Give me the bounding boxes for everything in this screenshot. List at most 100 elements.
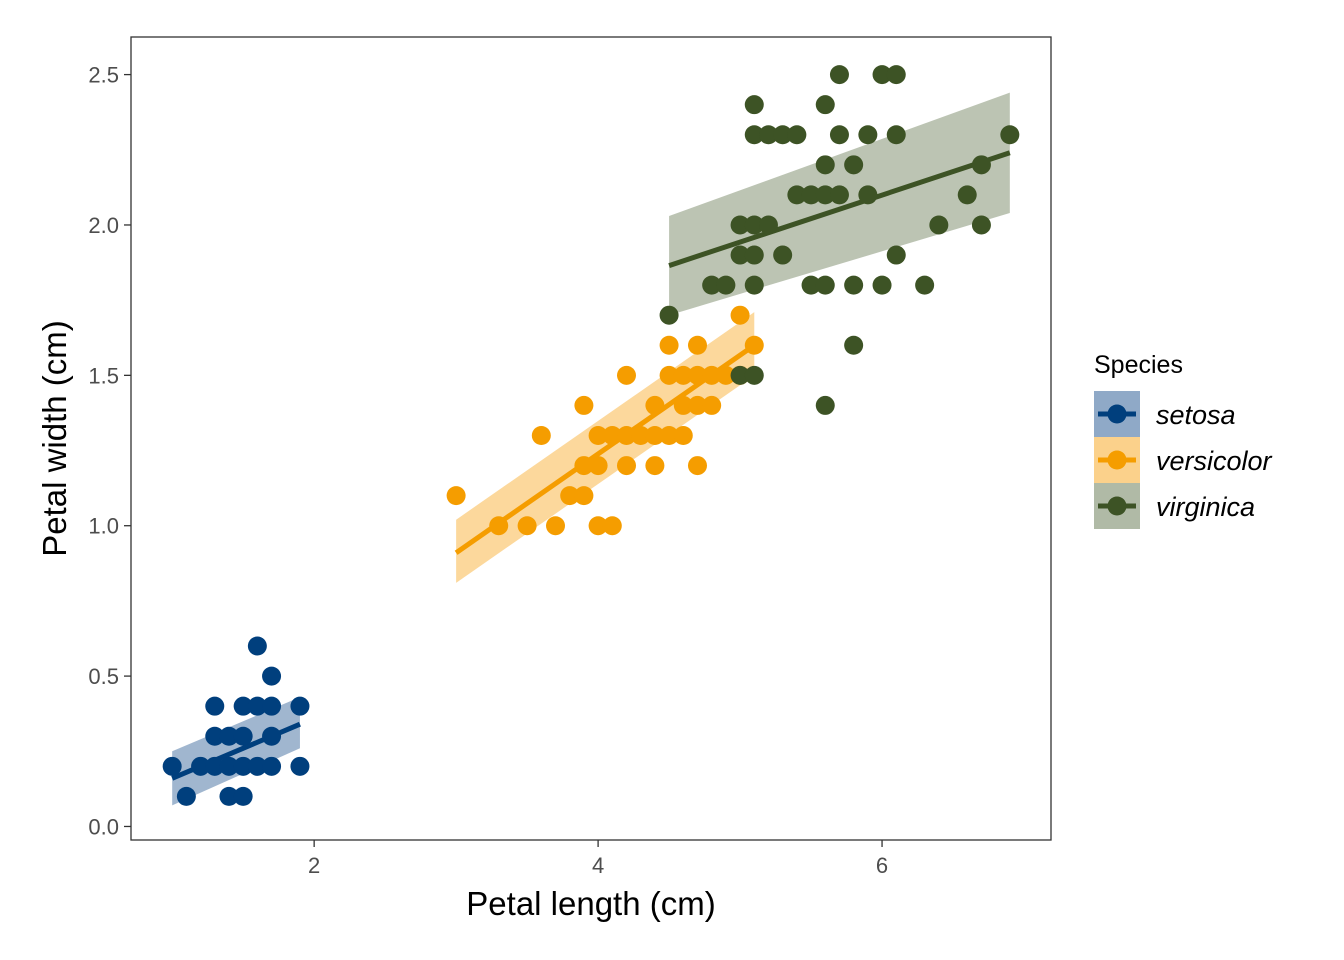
point-setosa: [205, 726, 225, 746]
point-setosa: [219, 726, 239, 746]
point-versicolor: [546, 516, 566, 536]
point-virginica: [886, 65, 906, 85]
point-versicolor: [517, 516, 537, 536]
point-versicolor: [659, 365, 679, 385]
point-virginica: [844, 155, 864, 175]
point-versicolor: [588, 516, 608, 536]
point-versicolor: [645, 395, 665, 415]
point-setosa: [262, 666, 282, 686]
point-virginica: [872, 65, 892, 85]
point-setosa: [233, 696, 253, 716]
point-setosa: [191, 756, 211, 776]
point-versicolor: [687, 365, 707, 385]
x-tick-label: 4: [592, 853, 604, 878]
x-tick-label: 2: [308, 853, 320, 878]
point-virginica: [787, 185, 807, 205]
point-versicolor: [560, 486, 580, 506]
point-versicolor: [645, 425, 665, 445]
point-setosa: [233, 726, 253, 746]
point-versicolor: [687, 335, 707, 355]
point-virginica: [1000, 125, 1020, 145]
y-axis-title: Petal width (cm): [36, 320, 73, 557]
regression-line-virginica: [668, 150, 1011, 268]
point-virginica: [801, 185, 821, 205]
plot-panel-border: [130, 36, 1052, 841]
point-versicolor: [631, 425, 651, 445]
point-virginica: [744, 275, 764, 295]
point-virginica: [730, 365, 750, 385]
point-virginica: [844, 275, 864, 295]
legend-key-point-versicolor: [1107, 450, 1127, 470]
point-versicolor: [602, 425, 622, 445]
point-versicolor: [574, 486, 594, 506]
point-virginica: [971, 155, 991, 175]
point-setosa: [205, 696, 225, 716]
point-versicolor: [702, 395, 722, 415]
legend-label-virginica: virginica: [1156, 492, 1255, 522]
point-setosa: [233, 756, 253, 776]
point-setosa: [219, 786, 239, 806]
point-virginica: [730, 245, 750, 265]
point-setosa: [176, 786, 196, 806]
x-tick-label: 6: [876, 853, 888, 878]
point-virginica: [659, 305, 679, 325]
point-virginica: [915, 275, 935, 295]
point-setosa: [262, 726, 282, 746]
point-versicolor: [744, 335, 764, 355]
point-virginica: [929, 215, 949, 235]
point-virginica: [957, 185, 977, 205]
legend-key-point-setosa: [1107, 404, 1127, 424]
point-setosa: [162, 756, 182, 776]
point-versicolor: [588, 425, 608, 445]
point-versicolor: [716, 365, 736, 385]
point-setosa: [205, 756, 225, 776]
point-setosa: [290, 756, 310, 776]
point-virginica: [971, 215, 991, 235]
point-virginica: [815, 185, 835, 205]
y-tick-label: 0.0: [88, 814, 119, 839]
legend-key-point-virginica: [1107, 496, 1127, 516]
point-versicolor: [673, 395, 693, 415]
point-virginica: [886, 245, 906, 265]
point-versicolor: [673, 425, 693, 445]
point-versicolor: [659, 425, 679, 445]
legend: Species setosa versicolor virginica: [1094, 351, 1273, 529]
point-versicolor: [616, 425, 636, 445]
point-virginica: [829, 185, 849, 205]
point-versicolor: [574, 456, 594, 476]
legend-title: Species: [1094, 351, 1183, 379]
point-versicolor: [645, 456, 665, 476]
point-versicolor: [616, 365, 636, 385]
point-virginica: [702, 275, 722, 295]
point-virginica: [744, 365, 764, 385]
legend-label-setosa: setosa: [1156, 400, 1236, 430]
point-setosa: [262, 756, 282, 776]
point-versicolor: [673, 365, 693, 385]
point-virginica: [801, 275, 821, 295]
point-versicolor: [687, 395, 707, 415]
y-tick-label: 0.5: [88, 664, 119, 689]
point-setosa: [219, 756, 239, 776]
point-virginica: [858, 185, 878, 205]
point-virginica: [758, 125, 778, 145]
point-virginica: [886, 125, 906, 145]
point-virginica: [730, 215, 750, 235]
point-virginica: [815, 155, 835, 175]
point-setosa: [247, 756, 267, 776]
point-virginica: [815, 395, 835, 415]
point-virginica: [829, 65, 849, 85]
point-virginica: [858, 125, 878, 145]
point-versicolor: [730, 305, 750, 325]
point-virginica: [773, 125, 793, 145]
y-tick-label: 2.5: [88, 63, 119, 88]
legend-label-versicolor: versicolor: [1156, 446, 1273, 476]
data-points: [162, 65, 1020, 806]
point-versicolor: [446, 486, 466, 506]
point-versicolor: [616, 456, 636, 476]
y-tick-label: 1.5: [88, 363, 119, 388]
point-virginica: [815, 275, 835, 295]
point-virginica: [844, 335, 864, 355]
point-virginica: [744, 245, 764, 265]
